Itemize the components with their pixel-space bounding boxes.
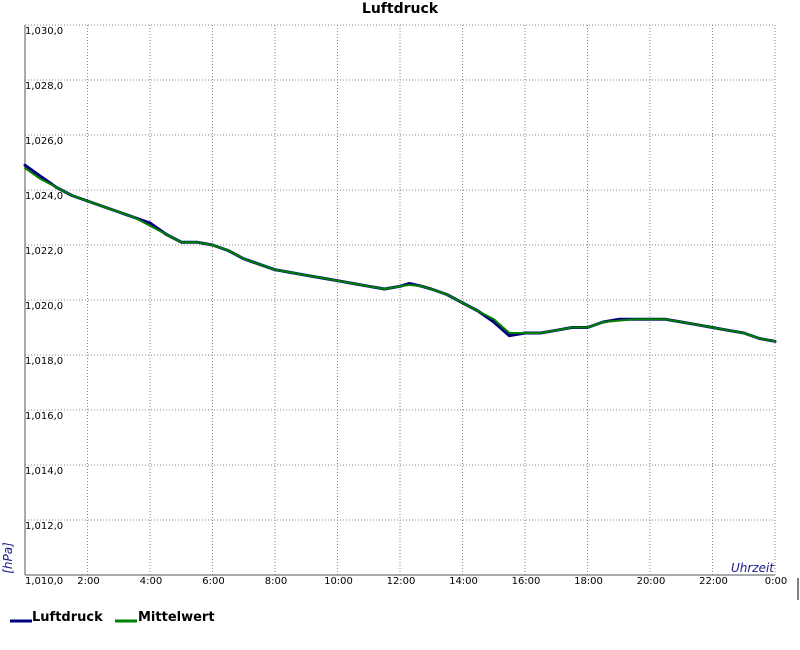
series-lines <box>23 163 777 343</box>
x-tick-labels: 2:00 4:00 6:00 8:00 10:00 12:00 14:00 16:00 18:0… <box>77 576 787 587</box>
chart-title: Luftdruck <box>362 1 439 17</box>
y-tick-label: 1,024,0 <box>25 191 63 202</box>
y-tick-labels: 1,010,0 1,012,0 1,014,0 1,016,0 1,018,0 1,020… <box>25 26 63 587</box>
x-tick-label: 16:00 <box>512 576 541 587</box>
x-tick-label: 8:00 <box>265 576 287 587</box>
y-tick-label: 1,022,0 <box>25 246 63 257</box>
series-line-mittelwert <box>24 167 776 343</box>
x-tick-label: 0:00 <box>765 576 787 587</box>
x-tick-label: 22:00 <box>699 576 728 587</box>
y-tick-label: 1,028,0 <box>25 81 63 92</box>
y-tick-label: 1,026,0 <box>25 136 63 147</box>
x-tick-label: 20:00 <box>637 576 666 587</box>
legend-label-luftdruck: Luftdruck <box>32 610 103 625</box>
y-tick-label: 1,018,0 <box>25 356 63 367</box>
y-tick-label: 1,012,0 <box>25 521 63 532</box>
x-tick-label: 18:00 <box>574 576 603 587</box>
x-axis-label: Uhrzeit <box>731 561 775 575</box>
legend-label-mittelwert: Mittelwert <box>138 610 215 625</box>
x-tick-label: 10:00 <box>324 576 353 587</box>
legend: Luftdruck Mittelwert <box>10 610 215 625</box>
y-tick-label: 1,010,0 <box>25 576 63 587</box>
y-tick-label: 1,020,0 <box>25 301 63 312</box>
x-tick-label: 4:00 <box>140 576 162 587</box>
y-axis-label: [hPa] <box>1 542 15 574</box>
y-tick-label: 1,016,0 <box>25 411 63 422</box>
x-tick-label: 2:00 <box>77 576 99 587</box>
x-tick-label: 6:00 <box>202 576 224 587</box>
axes <box>24 24 799 600</box>
y-tick-label: 1,030,0 <box>25 26 63 37</box>
x-tick-label: 12:00 <box>387 576 416 587</box>
y-tick-label: 1,014,0 <box>25 466 63 477</box>
x-tick-label: 14:00 <box>449 576 478 587</box>
grid <box>25 24 775 575</box>
